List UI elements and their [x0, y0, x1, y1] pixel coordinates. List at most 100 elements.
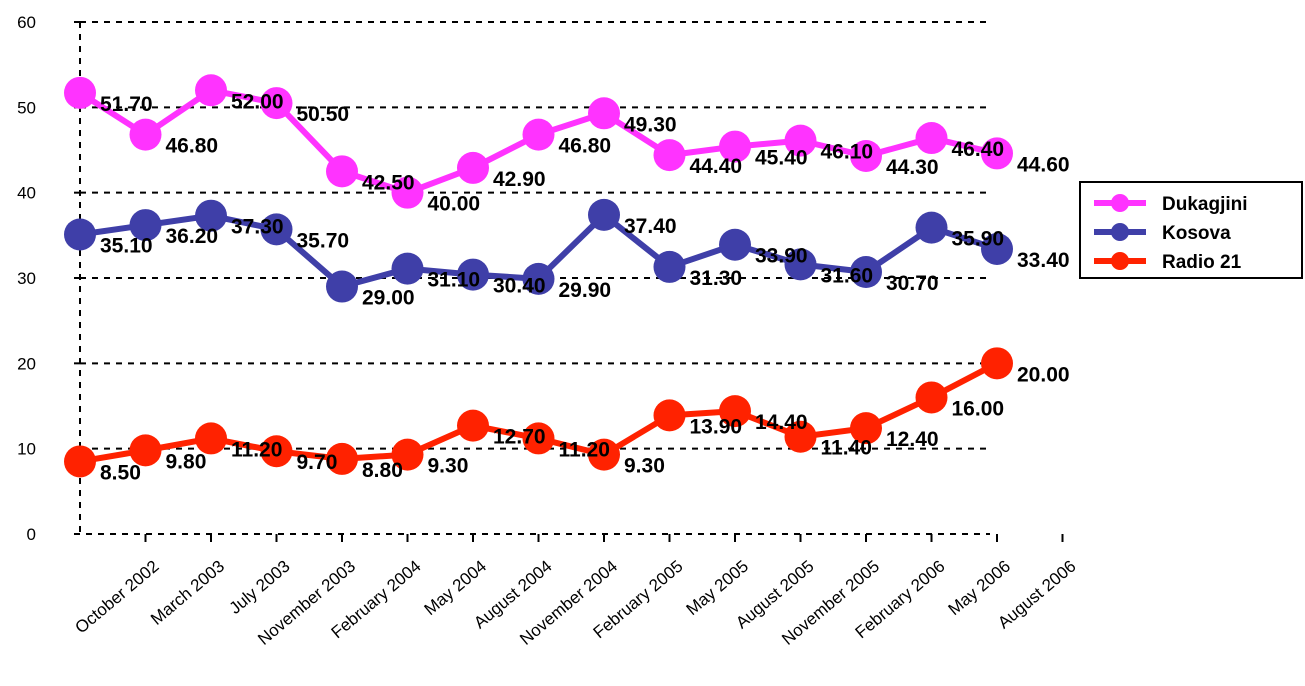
data-point: [522, 118, 555, 151]
legend-marker: [1111, 223, 1129, 241]
data-point: [129, 434, 162, 467]
data-label: 30.70: [886, 272, 939, 295]
data-point: [915, 122, 948, 155]
legend-marker: [1111, 194, 1129, 212]
data-point: [653, 139, 686, 172]
data-label: 49.30: [624, 113, 677, 136]
data-point: [981, 347, 1013, 380]
data-label: 46.80: [559, 135, 612, 158]
data-point: [326, 270, 358, 303]
data-point: [391, 176, 424, 209]
data-point: [391, 438, 424, 471]
data-label: 40.00: [428, 193, 481, 216]
legend-label: Kosova: [1162, 223, 1231, 244]
data-label: 46.80: [166, 135, 219, 158]
y-tick-label: 30: [17, 269, 36, 288]
data-label: 31.10: [428, 269, 481, 292]
y-tick-label: 40: [17, 184, 36, 203]
data-label: 33.90: [755, 245, 808, 268]
data-label: 13.90: [690, 415, 743, 438]
y-tick-label: 10: [17, 440, 36, 459]
data-label: 44.30: [886, 156, 939, 179]
data-point: [653, 399, 686, 432]
data-label: 29.90: [559, 279, 612, 302]
data-point: [915, 211, 948, 244]
data-label: 9.30: [624, 455, 665, 478]
data-label: 31.60: [821, 264, 874, 287]
data-point: [719, 395, 751, 428]
data-point: [64, 218, 96, 251]
data-labels: 51.70 46.80 52.00 50.50 42.50 40.00 42.90 46.80…: [100, 90, 1070, 484]
data-label: 8.80: [362, 459, 403, 482]
data-label: 37.30: [231, 216, 284, 239]
data-point: [981, 232, 1013, 265]
data-point: [64, 445, 96, 478]
data-point: [522, 422, 555, 455]
data-label: 11.20: [231, 438, 282, 461]
data-label: 35.70: [297, 229, 350, 252]
data-label: 8.50: [100, 461, 141, 484]
data-point: [260, 435, 293, 468]
data-point: [260, 87, 293, 120]
data-point: [457, 258, 489, 291]
data-point: [195, 422, 227, 455]
grid-lines: [80, 21, 990, 450]
data-label: 33.40: [1017, 249, 1070, 272]
x-tick-label: October 2002: [71, 557, 162, 638]
data-label: 16.00: [952, 397, 1005, 420]
series-lines: [64, 74, 1013, 478]
data-point: [588, 438, 620, 471]
data-label: 51.70: [100, 93, 153, 116]
data-point: [915, 381, 948, 414]
data-point: [784, 420, 817, 453]
data-label: 46.40: [952, 138, 1005, 161]
data-point: [129, 209, 162, 242]
data-label: 14.40: [755, 411, 808, 434]
y-tick-label: 0: [27, 525, 36, 544]
data-label: 36.20: [166, 225, 219, 248]
data-point: [719, 228, 751, 261]
data-point: [64, 76, 96, 109]
legend-label: Radio 21: [1162, 252, 1242, 273]
data-label: 20.00: [1017, 363, 1070, 386]
data-point: [195, 199, 227, 232]
legend-label: Dukagjini: [1162, 194, 1248, 215]
data-label: 9.80: [166, 450, 207, 473]
y-tick-label: 50: [17, 98, 36, 117]
data-point: [326, 442, 358, 475]
data-label: 12.40: [886, 428, 939, 451]
data-label: 30.40: [493, 275, 546, 298]
data-point: [850, 139, 882, 172]
data-label: 44.60: [1017, 153, 1070, 176]
data-point: [653, 250, 686, 283]
data-point: [326, 155, 358, 188]
data-label: 11.20: [559, 438, 610, 461]
data-label: 31.30: [690, 267, 743, 290]
data-label: 42.50: [362, 171, 415, 194]
data-point: [850, 256, 882, 289]
data-point: [522, 262, 555, 295]
y-tick-label: 20: [17, 354, 36, 373]
data-label: 37.40: [624, 215, 677, 238]
data-label: 44.40: [690, 155, 743, 178]
data-label: 52.00: [231, 90, 284, 113]
data-label: 9.30: [428, 455, 469, 478]
data-point: [981, 137, 1013, 170]
data-point: [719, 130, 751, 163]
data-label: 9.70: [297, 451, 338, 474]
data-point: [260, 213, 293, 246]
data-point: [850, 412, 882, 445]
legend-marker: [1111, 252, 1129, 270]
data-label: 42.90: [493, 168, 546, 191]
data-point: [457, 151, 489, 184]
data-point: [129, 118, 162, 151]
y-tick-label: 60: [17, 13, 36, 32]
legend: Dukagjini Kosova Radio 21: [1079, 181, 1303, 279]
data-point: [195, 74, 227, 107]
data-label: 29.00: [362, 287, 415, 310]
data-point: [588, 97, 620, 130]
data-point: [784, 124, 817, 157]
data-point: [391, 252, 424, 285]
